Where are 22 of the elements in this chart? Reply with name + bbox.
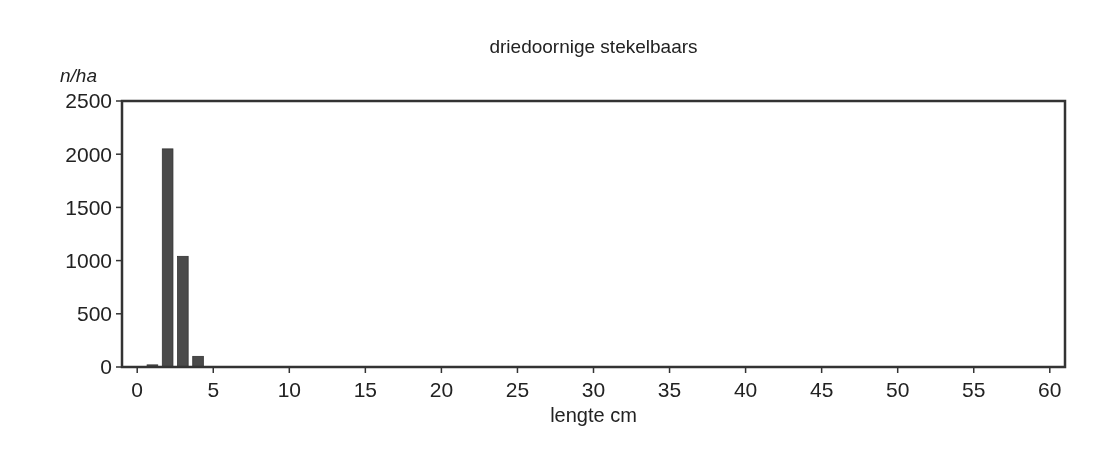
x-tick-label: 15 <box>353 378 378 401</box>
x-tick-label: 10 <box>277 378 301 401</box>
x-tick-label: 20 <box>429 378 454 401</box>
chart-title: driedoornige stekelbaars <box>489 36 698 57</box>
x-axis-title: lengte cm <box>550 404 637 426</box>
x-tick-label: 55 <box>962 378 986 401</box>
x-tick-label: 30 <box>581 378 606 401</box>
x-tick-label: 45 <box>809 378 834 401</box>
x-tick-label: 5 <box>207 378 220 401</box>
y-tick-label: 500 <box>76 302 112 326</box>
y-tick-label: 1500 <box>65 195 112 219</box>
y-axis-title: n/ha <box>60 65 97 86</box>
x-tick-label: 25 <box>505 378 530 401</box>
y-tick-label: 1000 <box>65 248 112 272</box>
x-tick-label: 40 <box>733 378 758 401</box>
x-tick-label: 0 <box>131 378 144 401</box>
x-tick-label: 50 <box>886 378 910 401</box>
x-tick-label: 35 <box>657 378 682 401</box>
y-tick-label: 2500 <box>65 89 112 113</box>
y-tick-label: 0 <box>100 355 112 379</box>
x-tick-label: 60 <box>1038 378 1062 401</box>
y-tick-label: 2000 <box>65 142 112 166</box>
